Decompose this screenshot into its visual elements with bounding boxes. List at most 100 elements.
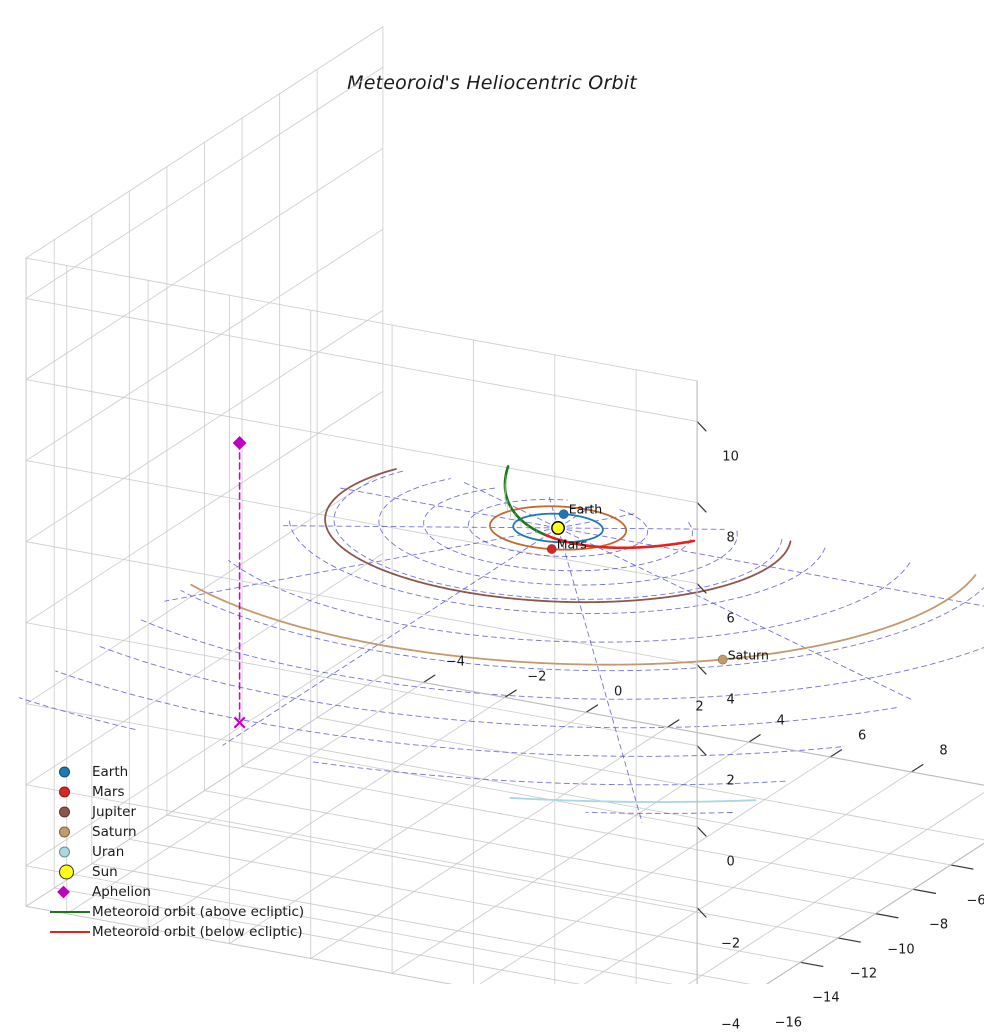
y-axis-tick bbox=[829, 749, 843, 758]
legend-item-label: Saturn bbox=[92, 824, 137, 840]
floor-grid-line bbox=[25, 674, 384, 907]
pane-grid-line bbox=[25, 379, 698, 503]
floor-grid-line bbox=[310, 726, 669, 959]
z-axis-tick bbox=[696, 501, 707, 513]
pane-grid-line bbox=[25, 66, 384, 299]
x-axis-tick bbox=[912, 888, 937, 894]
polar-grid-spoke bbox=[164, 527, 559, 602]
z-axis-tick-label: 10 bbox=[722, 449, 739, 465]
z-axis-tick bbox=[696, 582, 707, 594]
saturn-marker-icon bbox=[717, 654, 728, 665]
pane-grid-line bbox=[25, 390, 384, 624]
z-axis-tick bbox=[696, 907, 707, 918]
legend-item-label: Meteoroid orbit (above ecliptic) bbox=[92, 904, 305, 920]
z-axis-tick bbox=[696, 745, 707, 756]
z-axis-tick-label: 8 bbox=[726, 530, 735, 546]
polar-grid-circle bbox=[98, 645, 897, 729]
pane-grid-line bbox=[25, 622, 698, 747]
polar-grid-circle bbox=[423, 487, 693, 572]
polar-grid-circle bbox=[55, 670, 842, 757]
legend-item[interactable]: Saturn bbox=[48, 822, 304, 842]
pane-grid-line bbox=[25, 784, 698, 909]
y-axis-tick-label: −2 bbox=[527, 669, 547, 685]
meteoroid-orbit-below bbox=[544, 533, 696, 550]
floor-grid-line bbox=[479, 756, 831, 984]
polar-grid-circle bbox=[585, 811, 733, 814]
y-axis-spine bbox=[382, 674, 984, 786]
z-axis-tick-label: −2 bbox=[720, 936, 741, 951]
x-axis-tick-label: −10 bbox=[887, 942, 915, 958]
z-axis-tick-label: 0 bbox=[726, 854, 735, 870]
legend-item[interactable]: Mars bbox=[48, 782, 304, 802]
y-axis-tick bbox=[748, 734, 761, 743]
x-axis-tick-label: −16 bbox=[774, 1015, 803, 1031]
mars-marker-icon bbox=[48, 782, 92, 802]
legend-item[interactable]: Earth bbox=[48, 762, 304, 782]
earth-marker-icon bbox=[48, 762, 92, 782]
floor-grid-line bbox=[53, 887, 581, 984]
y-axis-tick-label: 2 bbox=[695, 699, 704, 714]
planet-orbit-saturn bbox=[190, 574, 977, 666]
z-axis-tick-label: 4 bbox=[726, 692, 735, 708]
z-axis-tick-label: −4 bbox=[720, 1017, 741, 1032]
polar-grid-circle bbox=[309, 761, 786, 786]
x-axis-tick-label: −6 bbox=[966, 893, 984, 909]
pane-grid-line bbox=[25, 471, 384, 705]
sun-marker-icon bbox=[551, 521, 565, 535]
x-axis-tick bbox=[874, 913, 899, 919]
green-line-icon bbox=[48, 902, 92, 922]
legend-item-label: Earth bbox=[92, 764, 129, 780]
sun-marker-icon bbox=[48, 862, 92, 882]
polar-grid-spoke bbox=[557, 527, 984, 607]
pane-grid-line bbox=[25, 309, 384, 543]
polar-grid-circle bbox=[333, 469, 783, 600]
legend-item[interactable]: Uran bbox=[48, 842, 304, 862]
y-axis-tick bbox=[666, 719, 680, 728]
floor-grid-line bbox=[241, 765, 914, 890]
polar-grid-spoke bbox=[222, 527, 559, 746]
z-axis-tick-label: 6 bbox=[726, 611, 735, 627]
legend-item[interactable]: Sun bbox=[48, 862, 304, 882]
saturn-marker-icon bbox=[48, 822, 92, 842]
legend-item-label: Aphelion bbox=[92, 884, 151, 900]
x-axis-tick-label: −8 bbox=[928, 917, 949, 933]
y-axis-tick-label: 8 bbox=[939, 743, 948, 759]
uranus-marker-icon bbox=[48, 842, 92, 862]
legend-item[interactable]: Meteoroid orbit (below ecliptic) bbox=[48, 922, 304, 942]
polar-grid-circle bbox=[18, 697, 136, 730]
legend-item-label: Meteoroid orbit (below ecliptic) bbox=[92, 924, 303, 940]
saturn-body-label: Saturn bbox=[727, 647, 769, 663]
pane-grid-line bbox=[25, 257, 698, 382]
polar-grid-spoke bbox=[557, 527, 913, 701]
legend-item[interactable]: Aphelion bbox=[48, 882, 304, 902]
pane-grid-line bbox=[25, 298, 698, 422]
x-axis-tick bbox=[837, 937, 861, 943]
polar-grid-circle bbox=[137, 618, 984, 700]
legend-item-label: Sun bbox=[92, 864, 118, 880]
floor-grid-line bbox=[66, 682, 424, 915]
legend-item[interactable]: Jupiter bbox=[48, 802, 304, 822]
floor-grid-line bbox=[766, 842, 984, 984]
polar-grid-circle bbox=[378, 478, 738, 586]
y-axis-tick bbox=[504, 689, 517, 698]
y-axis-tick-label: 6 bbox=[858, 728, 867, 744]
floor-grid-line bbox=[279, 741, 952, 866]
floor-grid-line bbox=[391, 741, 750, 974]
x-axis-tick bbox=[950, 864, 974, 870]
polar-grid-circle bbox=[180, 587, 984, 672]
floor-grid-line bbox=[687, 792, 984, 984]
legend-item-label: Uran bbox=[92, 844, 125, 860]
planet-orbit-earth bbox=[512, 512, 604, 544]
floor-grid-line bbox=[166, 814, 839, 939]
x-axis-spine bbox=[765, 842, 984, 984]
z-axis-tick bbox=[696, 663, 707, 675]
z-axis-tick bbox=[696, 420, 707, 432]
x-axis-tick-label: −14 bbox=[812, 990, 840, 1006]
legend-item[interactable]: Meteoroid orbit (above ecliptic) bbox=[48, 902, 304, 922]
earth-marker-icon bbox=[558, 509, 569, 520]
legend-item-label: Mars bbox=[92, 784, 125, 800]
mars-marker-icon bbox=[546, 544, 557, 554]
pane-grid-line bbox=[25, 865, 674, 984]
orbit-3d-plot bbox=[18, 26, 984, 984]
polar-grid-spoke bbox=[557, 512, 638, 529]
